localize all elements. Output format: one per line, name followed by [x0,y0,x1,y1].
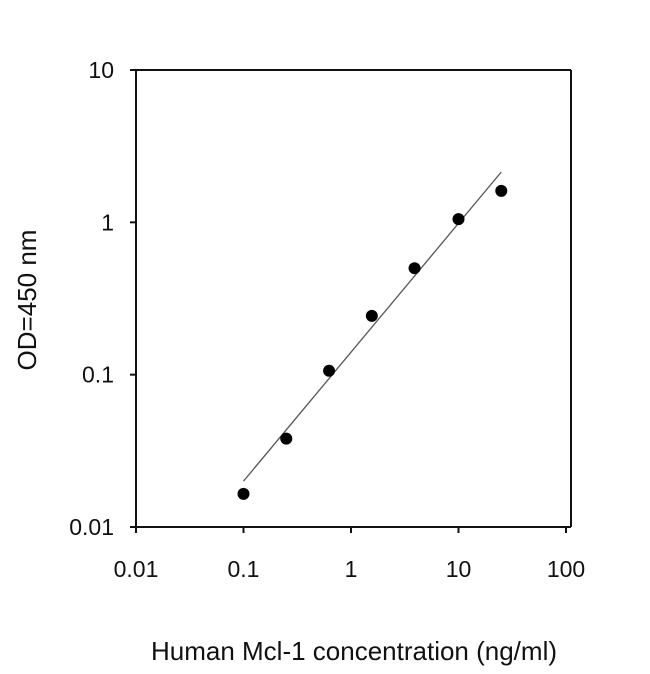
x-tick-label: 0.1 [228,556,260,582]
x-axis-title: Human Mcl-1 concentration (ng/ml) [151,636,557,666]
y-tick-label: 1 [101,209,114,235]
x-tick-label: 100 [547,556,585,582]
y-tick-label: 0.01 [69,514,114,540]
y-tick-label: 10 [88,57,114,83]
data-point [323,364,336,377]
data-point [237,487,250,500]
axis-ticks: 0.01 0.1 1 10 100 0.01 0.1 1 10 [69,57,585,582]
data-point [495,184,508,197]
x-tick-label: 0.01 [114,556,159,582]
data-point [365,309,378,322]
data-points [237,184,508,500]
x-tick-label: 1 [345,556,358,582]
y-tick-label: 0.1 [82,362,114,388]
data-point [280,432,293,445]
x-tick-label: 10 [446,556,472,582]
data-point [408,262,421,275]
y-axis-title: OD=450 nm [12,230,42,371]
data-point [452,213,465,226]
plot-frame [135,69,572,528]
